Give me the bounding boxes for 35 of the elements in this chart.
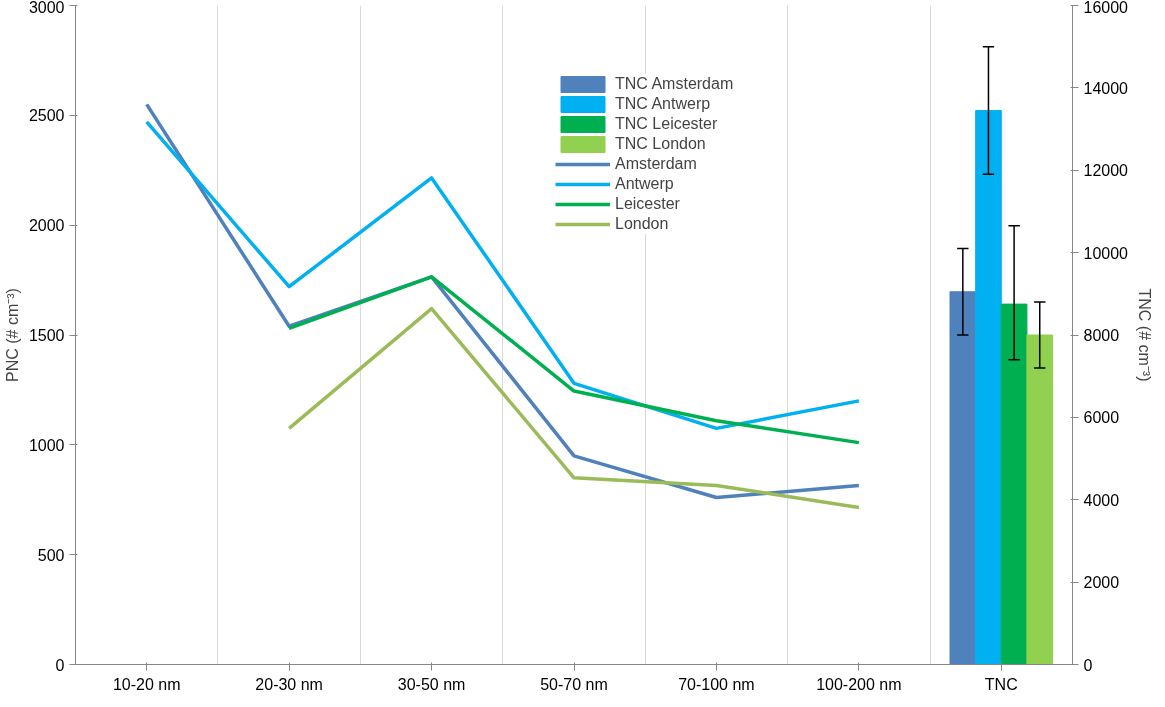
legend-label: London (615, 215, 669, 233)
y2-tick-label: 0 (1083, 656, 1093, 674)
y-axis-title: PNC (# cm⁻³) (3, 288, 21, 382)
legend-label: TNC Leicester (615, 115, 718, 133)
x-tick-label: 20-30 nm (255, 675, 323, 693)
y2-axis-title: TNC (# cm⁻³) (1135, 288, 1153, 382)
y2-tick-label: 4000 (1083, 491, 1120, 509)
y-tick-label: 1000 (28, 436, 65, 454)
x-tick-label: 10-20 nm (112, 675, 181, 693)
y-tick-label: 3000 (28, 0, 65, 16)
y2-tick-label: 6000 (1083, 409, 1120, 427)
legend-label: TNC London (615, 135, 706, 153)
y2-tick-label: 2000 (1083, 574, 1120, 592)
legend-label: Antwerp (615, 175, 674, 193)
line-series (287, 306, 861, 510)
legend-label: TNC Antwerp (615, 95, 711, 113)
line-series (287, 275, 861, 445)
y-tick-label: 0 (55, 656, 65, 674)
y-tick-label: 2500 (28, 107, 65, 125)
x-tick-label: 70-100 nm (678, 675, 755, 693)
y2-tick-label: 14000 (1083, 79, 1129, 97)
y2-tick-label: 12000 (1083, 162, 1129, 180)
y-tick-label: 500 (37, 546, 65, 564)
y2-tick-label: 16000 (1083, 0, 1129, 16)
y-tick-label: 2000 (28, 217, 65, 235)
x-tick-label: 100-200 nm (816, 675, 902, 693)
x-tick-label: 50-70 nm (540, 675, 608, 693)
y-tick-label: 1500 (28, 327, 65, 344)
y2-tick-label: 8000 (1083, 327, 1120, 344)
x-tick-label: 30-50 nm (397, 675, 466, 693)
x-tick-label: TNC (984, 675, 1018, 693)
y2-tick-label: 10000 (1083, 244, 1129, 262)
legend-label: TNC Amsterdam (615, 75, 734, 93)
legend-label: Leicester (615, 195, 680, 213)
legend-label: Amsterdam (615, 155, 697, 173)
